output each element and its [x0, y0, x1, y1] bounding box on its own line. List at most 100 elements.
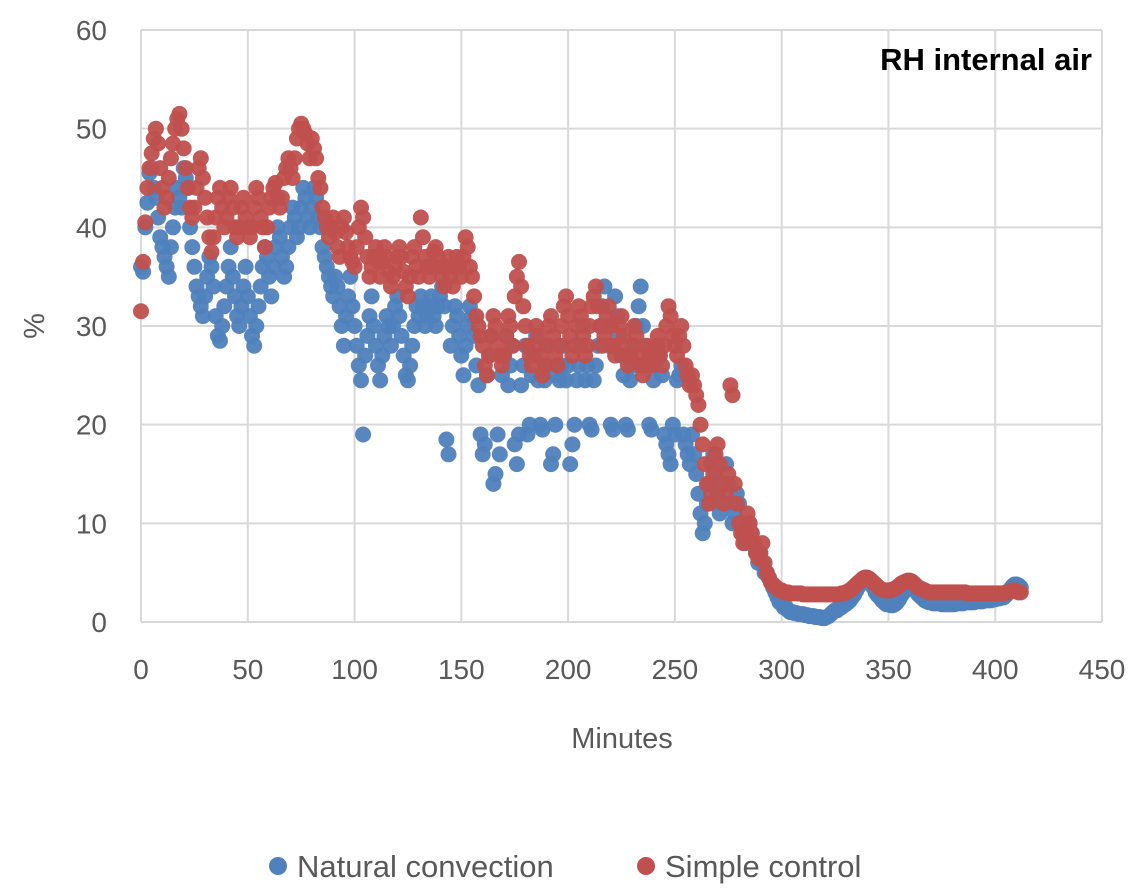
point-natural-convection — [246, 337, 263, 354]
point-natural-convection — [363, 288, 380, 305]
point-natural-convection — [391, 308, 408, 325]
point-simple-control — [222, 179, 239, 196]
point-simple-control — [675, 337, 692, 354]
point-natural-convection — [500, 377, 517, 394]
point-simple-control — [203, 244, 220, 260]
y-tick-label: 30 — [76, 311, 107, 342]
x-tick-label: 50 — [232, 654, 263, 685]
point-simple-control — [654, 357, 671, 374]
point-natural-convection — [545, 446, 562, 463]
x-tick-label: 400 — [972, 654, 1019, 685]
point-simple-control — [286, 150, 303, 167]
point-simple-control — [194, 170, 211, 186]
point-natural-convection — [513, 377, 530, 394]
point-natural-convection — [476, 436, 493, 453]
point-simple-control — [357, 229, 374, 246]
point-natural-convection — [564, 436, 581, 453]
point-natural-convection — [630, 298, 647, 315]
point-natural-convection — [231, 318, 248, 334]
x-tick-label: 250 — [652, 654, 699, 685]
x-tick-label: 100 — [331, 654, 378, 685]
point-natural-convection — [489, 426, 506, 443]
legend-label-simple-control: Simple control — [665, 849, 861, 884]
point-natural-convection — [237, 258, 254, 275]
x-tick-label: 350 — [865, 654, 912, 685]
point-simple-control — [338, 224, 354, 241]
point-simple-control — [235, 189, 252, 206]
point-simple-control — [335, 209, 352, 226]
point-natural-convection — [278, 258, 295, 275]
point-simple-control — [308, 150, 325, 167]
point-natural-convection — [643, 421, 660, 438]
y-tick-label: 0 — [91, 607, 107, 638]
point-simple-control — [579, 337, 596, 354]
point-simple-control — [399, 288, 416, 305]
point-natural-convection — [632, 278, 649, 295]
point-natural-convection — [622, 372, 638, 389]
point-natural-convection — [184, 239, 201, 256]
legend-item-natural-convection: Natural convection — [269, 849, 554, 884]
point-simple-control — [355, 209, 372, 226]
point-natural-convection — [353, 372, 369, 389]
y-tick-label: 50 — [76, 114, 107, 145]
point-natural-convection — [662, 456, 679, 473]
x-tick-label: 300 — [758, 654, 805, 685]
point-simple-control — [186, 199, 203, 216]
point-simple-control — [726, 475, 743, 492]
point-natural-convection — [455, 367, 472, 384]
point-natural-convection — [357, 347, 374, 364]
point-simple-control — [250, 189, 267, 206]
point-natural-convection — [160, 268, 177, 285]
point-natural-convection — [205, 278, 222, 295]
point-natural-convection — [212, 332, 228, 349]
legend-marker-simple-control — [637, 857, 655, 875]
point-simple-control — [150, 135, 167, 152]
point-natural-convection — [438, 431, 455, 448]
point-simple-control — [513, 278, 530, 295]
point-simple-control — [173, 120, 190, 137]
x-tick-label: 150 — [438, 654, 485, 685]
point-simple-control — [551, 337, 568, 354]
point-natural-convection — [427, 318, 444, 334]
point-simple-control — [162, 150, 179, 167]
legend: Natural convection Simple control — [269, 849, 861, 884]
point-natural-convection — [355, 426, 372, 443]
point-natural-convection — [547, 416, 564, 433]
point-natural-convection — [194, 308, 211, 325]
point-simple-control — [504, 337, 521, 354]
point-natural-convection — [248, 318, 265, 334]
point-simple-control — [692, 416, 709, 433]
point-simple-control — [694, 436, 711, 453]
point-simple-control — [466, 288, 483, 305]
point-simple-control — [487, 318, 504, 334]
point-natural-convection — [216, 298, 233, 315]
legend-marker-natural-convection — [269, 857, 287, 875]
point-simple-control — [273, 189, 290, 206]
point-simple-control — [412, 209, 429, 226]
point-simple-control — [1012, 584, 1029, 601]
x-tick-label: 450 — [1079, 654, 1126, 685]
point-simple-control — [177, 160, 194, 177]
point-simple-control — [558, 288, 574, 305]
point-natural-convection — [263, 288, 280, 305]
point-simple-control — [414, 229, 431, 246]
point-simple-control — [709, 436, 726, 453]
point-simple-control — [171, 105, 188, 122]
point-simple-control — [754, 535, 771, 552]
point-simple-control — [628, 327, 645, 344]
point-natural-convection — [214, 318, 231, 334]
point-natural-convection — [346, 318, 363, 334]
point-natural-convection — [372, 372, 389, 389]
point-natural-convection — [250, 298, 267, 315]
point-simple-control — [536, 357, 553, 374]
point-simple-control — [600, 298, 617, 315]
point-simple-control — [284, 170, 301, 186]
point-natural-convection — [587, 357, 604, 374]
point-natural-convection — [203, 258, 220, 275]
point-natural-convection — [393, 327, 410, 344]
point-simple-control — [459, 239, 476, 256]
point-simple-control — [197, 189, 214, 206]
point-simple-control — [724, 387, 741, 404]
point-natural-convection — [534, 421, 551, 438]
point-simple-control — [139, 179, 156, 196]
